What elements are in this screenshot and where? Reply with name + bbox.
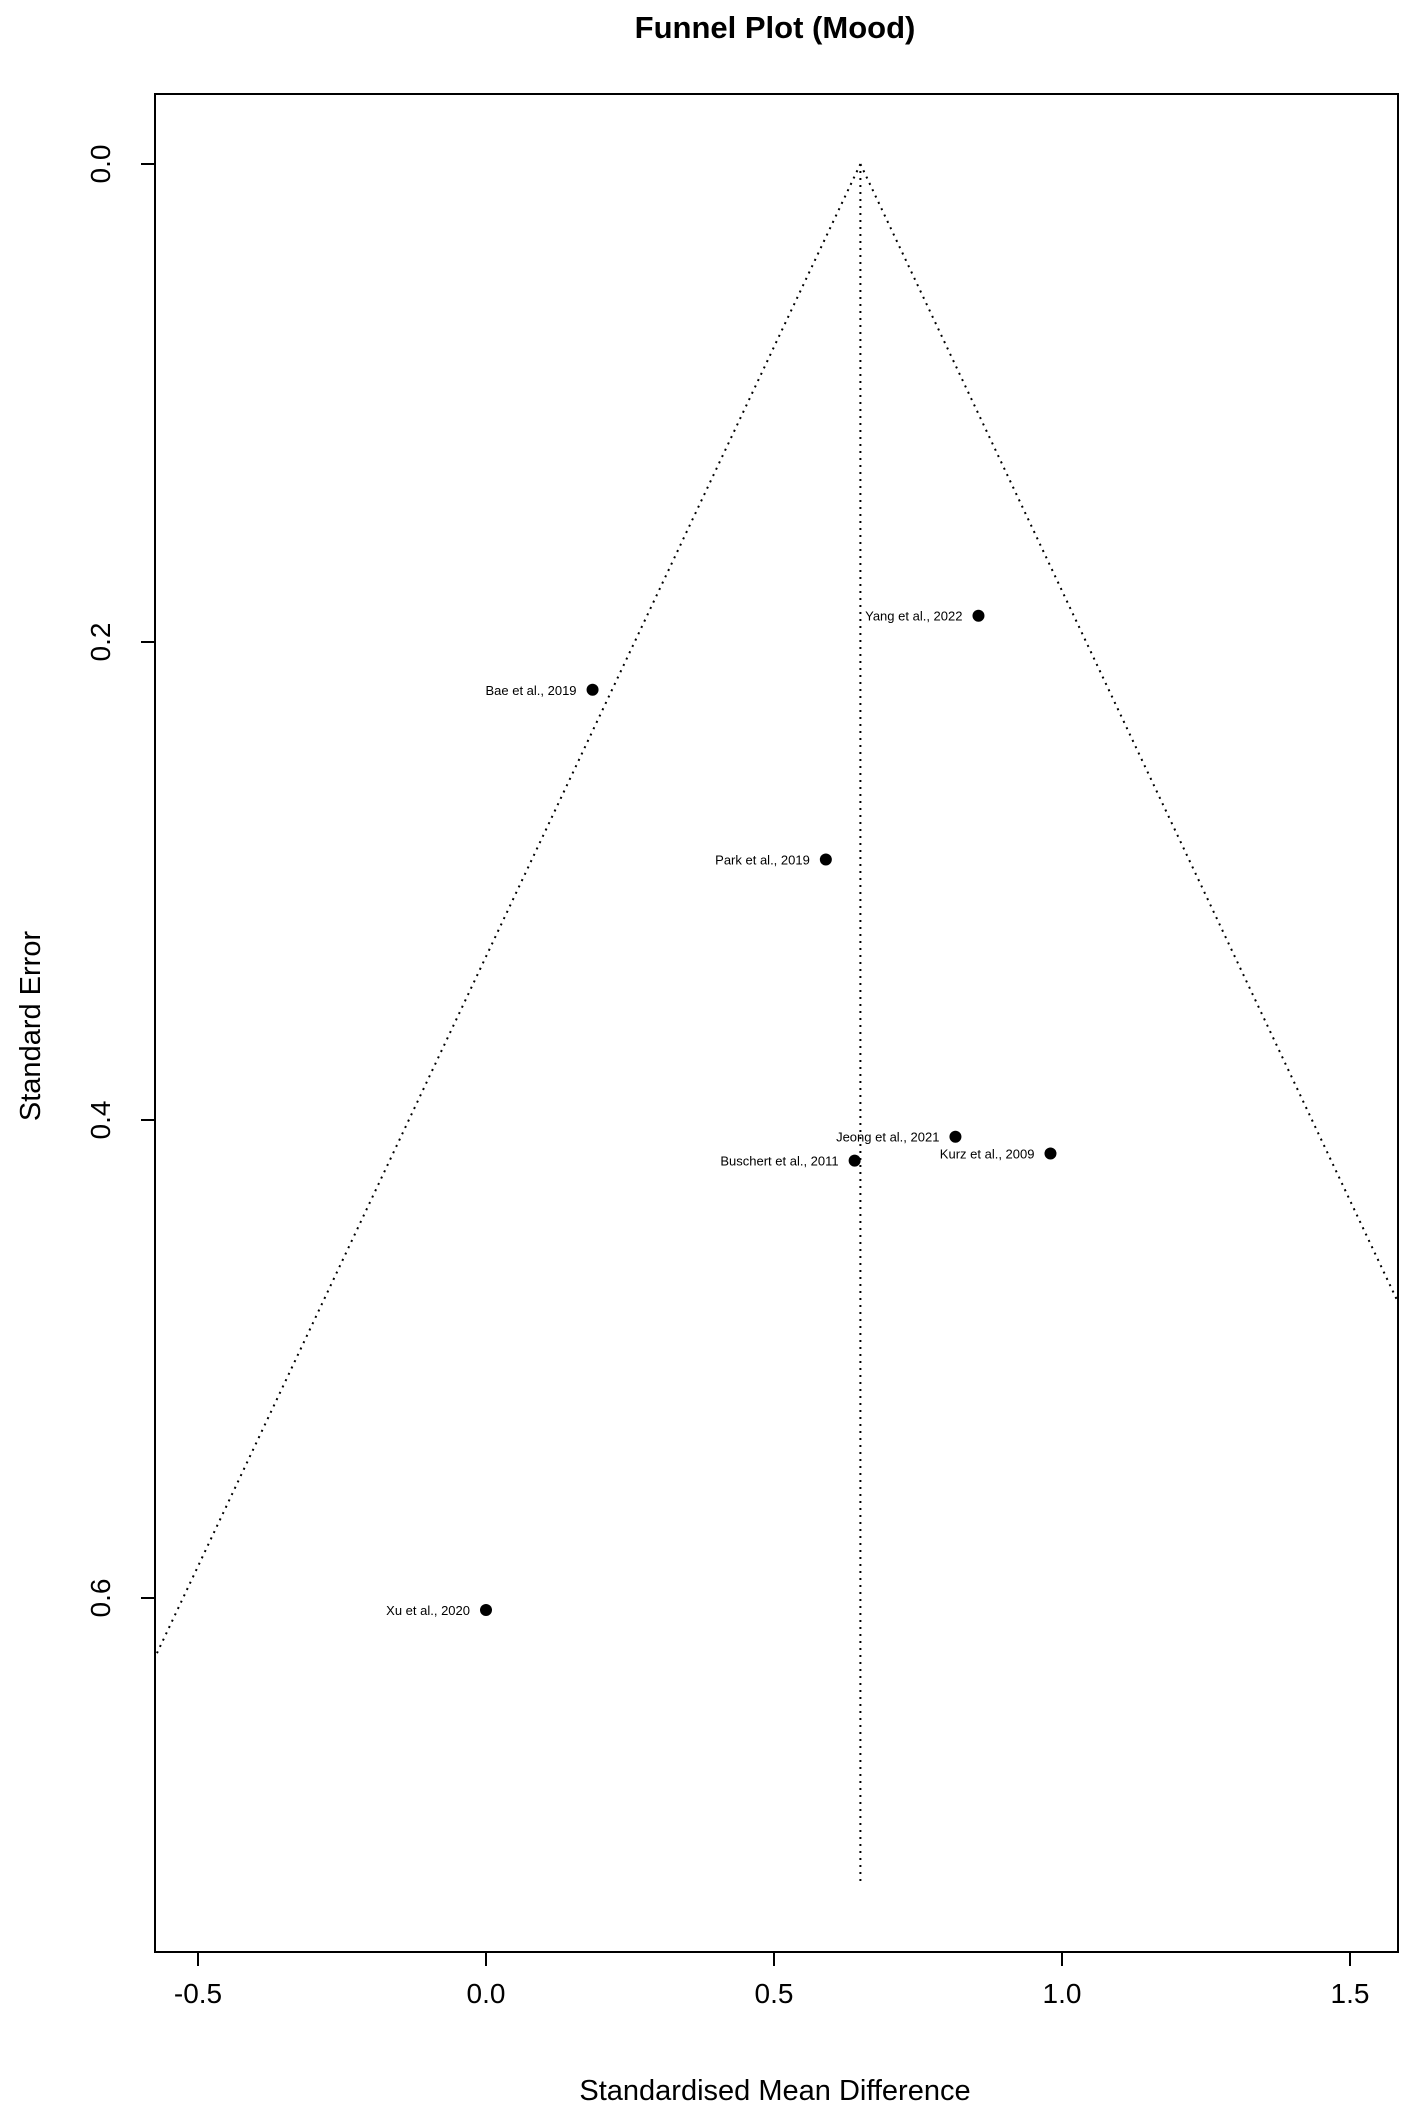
funnel-right-boundary (859, 163, 1399, 1303)
study-point (848, 1154, 861, 1167)
study-point (586, 683, 599, 696)
y-tick-label: 0.4 (85, 1101, 116, 1140)
x-tick-label: 1.5 (1331, 1978, 1370, 2009)
study-label: Jeong et al., 2021 (836, 1130, 939, 1145)
funnel-lines (154, 163, 1399, 1885)
study-label: Bae et al., 2019 (485, 683, 576, 698)
x-tick-label: 1.0 (1043, 1978, 1082, 2009)
study-label: Buschert et al., 2011 (720, 1154, 838, 1169)
x-axis-title: Standardised Mean Difference (579, 2075, 970, 2107)
funnel-left-boundary (154, 163, 862, 1658)
study-label: Kurz et al., 2009 (940, 1146, 1035, 1161)
x-axis: -0.5 0.0 0.5 1.0 1.5 (174, 1951, 1370, 2009)
study-point (972, 609, 985, 622)
y-axis: 0.0 0.2 0.4 0.6 (85, 145, 156, 1618)
study-label: Park et al., 2019 (715, 852, 810, 867)
x-tick-label: -0.5 (174, 1978, 222, 2009)
y-tick-label: 0.6 (85, 1579, 116, 1618)
study-point (1044, 1147, 1057, 1160)
study-label: Xu et al., 2020 (386, 1603, 470, 1618)
study-label: Yang et al., 2022 (865, 609, 962, 624)
y-tick-label: 0.2 (85, 623, 116, 662)
x-tick-label: 0.0 (467, 1978, 506, 2009)
chart-title: Funnel Plot (Mood) (635, 10, 916, 45)
study-point (480, 1603, 492, 1616)
study-point (819, 853, 832, 866)
y-axis-title: Standard Error (15, 931, 47, 1122)
y-tick-label: 0.0 (85, 145, 116, 184)
x-tick-label: 0.5 (755, 1978, 794, 2009)
plot-frame (154, 93, 1399, 1953)
data-points: Yang et al., 2022 Bae et al., 2019 Park et… (386, 609, 1057, 1618)
study-point (949, 1130, 962, 1143)
